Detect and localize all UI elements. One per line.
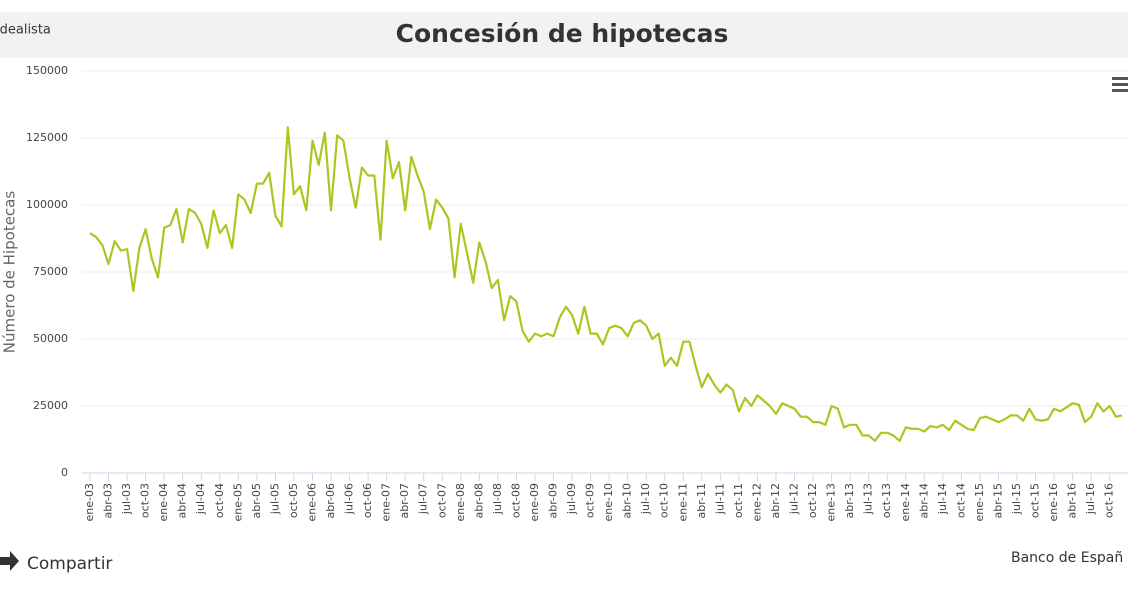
x-tick-label: oct-16 xyxy=(1103,483,1116,518)
x-tick-label: abr-09 xyxy=(547,483,560,519)
x-tick-label: ene-13 xyxy=(825,483,838,521)
title-bar xyxy=(0,12,1128,58)
x-tick-label: oct-14 xyxy=(954,483,967,518)
y-tick-label: 125000 xyxy=(26,131,68,144)
x-tick-label: abr-04 xyxy=(176,483,189,519)
menu-icon[interactable] xyxy=(1112,77,1128,92)
x-tick-label: jul-06 xyxy=(343,483,356,515)
x-tick-label: ene-09 xyxy=(528,483,541,521)
x-tick-label: abr-12 xyxy=(769,483,782,519)
x-tick-label: ene-05 xyxy=(231,483,244,521)
x-tick-label: abr-16 xyxy=(1066,483,1079,519)
x-tick-label: oct-10 xyxy=(658,483,671,518)
x-tick-label: jul-04 xyxy=(194,483,207,515)
x-tick-label: jul-12 xyxy=(788,483,801,515)
x-tick-label: jul-15 xyxy=(1010,483,1023,515)
share-button[interactable]: Compartir xyxy=(27,554,112,574)
x-tick-label: ene-11 xyxy=(676,483,689,521)
x-tick-label: abr-13 xyxy=(843,483,856,519)
x-tick-label: jul-09 xyxy=(565,483,578,515)
x-tick-label: jul-08 xyxy=(491,483,504,515)
y-tick-label: 0 xyxy=(61,466,68,479)
y-tick-label: 50000 xyxy=(33,332,68,345)
x-tick-label: ene-06 xyxy=(305,483,318,521)
x-tick-label: jul-16 xyxy=(1084,483,1097,515)
y-axis-label: Número de Hipotecas xyxy=(1,191,19,354)
x-tick-label: abr-06 xyxy=(324,483,337,519)
data-line xyxy=(89,126,1123,442)
x-tick-label: jul-03 xyxy=(120,483,133,515)
y-tick-label: 75000 xyxy=(33,265,68,278)
x-tick-label: jul-05 xyxy=(268,483,281,515)
y-tick-label: 150000 xyxy=(26,64,68,77)
x-tick-label: oct-11 xyxy=(732,483,745,518)
chart-title: Concesión de hipotecas xyxy=(396,19,729,48)
share-icon[interactable] xyxy=(0,551,19,571)
x-tick-label: abr-10 xyxy=(621,483,634,519)
x-tick-label: ene-08 xyxy=(454,483,467,521)
x-tick-label: ene-15 xyxy=(973,483,986,521)
x-tick-label: jul-07 xyxy=(417,483,430,515)
x-tick-label: oct-05 xyxy=(287,483,300,518)
x-tick-label: ene-03 xyxy=(83,483,96,521)
x-tick-label: ene-14 xyxy=(899,483,912,521)
x-tick-label: oct-08 xyxy=(509,483,522,518)
source: Banco de Españ xyxy=(1011,550,1123,566)
x-tick-label: oct-13 xyxy=(880,483,893,518)
x-tick-label: oct-09 xyxy=(584,483,597,518)
x-tick-label: ene-16 xyxy=(1047,483,1060,521)
x-tick-label: abr-05 xyxy=(250,483,263,519)
x-tick-label: abr-08 xyxy=(472,483,485,519)
x-tick-label: oct-04 xyxy=(213,483,226,518)
x-tick-label: abr-07 xyxy=(398,483,411,519)
x-tick-label: oct-03 xyxy=(139,483,152,518)
x-tick-label: ene-07 xyxy=(380,483,393,521)
x-tick-label: jul-14 xyxy=(936,483,949,515)
x-tick-label: abr-14 xyxy=(917,483,930,519)
x-tick-label: oct-07 xyxy=(435,483,448,518)
y-tick-label: 100000 xyxy=(26,198,68,211)
brand: idealista xyxy=(0,23,51,38)
x-tick-label: jul-13 xyxy=(862,483,875,515)
x-tick-label: jul-11 xyxy=(713,483,726,515)
x-tick-label: oct-15 xyxy=(1029,483,1042,518)
x-tick-label: abr-03 xyxy=(102,483,115,519)
x-tick-label: ene-10 xyxy=(602,483,615,521)
x-tick-label: ene-12 xyxy=(750,483,763,521)
y-tick-label: 25000 xyxy=(33,399,68,412)
x-tick-label: abr-15 xyxy=(991,483,1004,519)
x-tick-label: ene-04 xyxy=(157,483,170,521)
x-tick-label: oct-06 xyxy=(361,483,374,518)
x-tick-label: oct-12 xyxy=(806,483,819,518)
x-tick-label: jul-10 xyxy=(639,483,652,515)
x-tick-label: abr-11 xyxy=(695,483,708,519)
